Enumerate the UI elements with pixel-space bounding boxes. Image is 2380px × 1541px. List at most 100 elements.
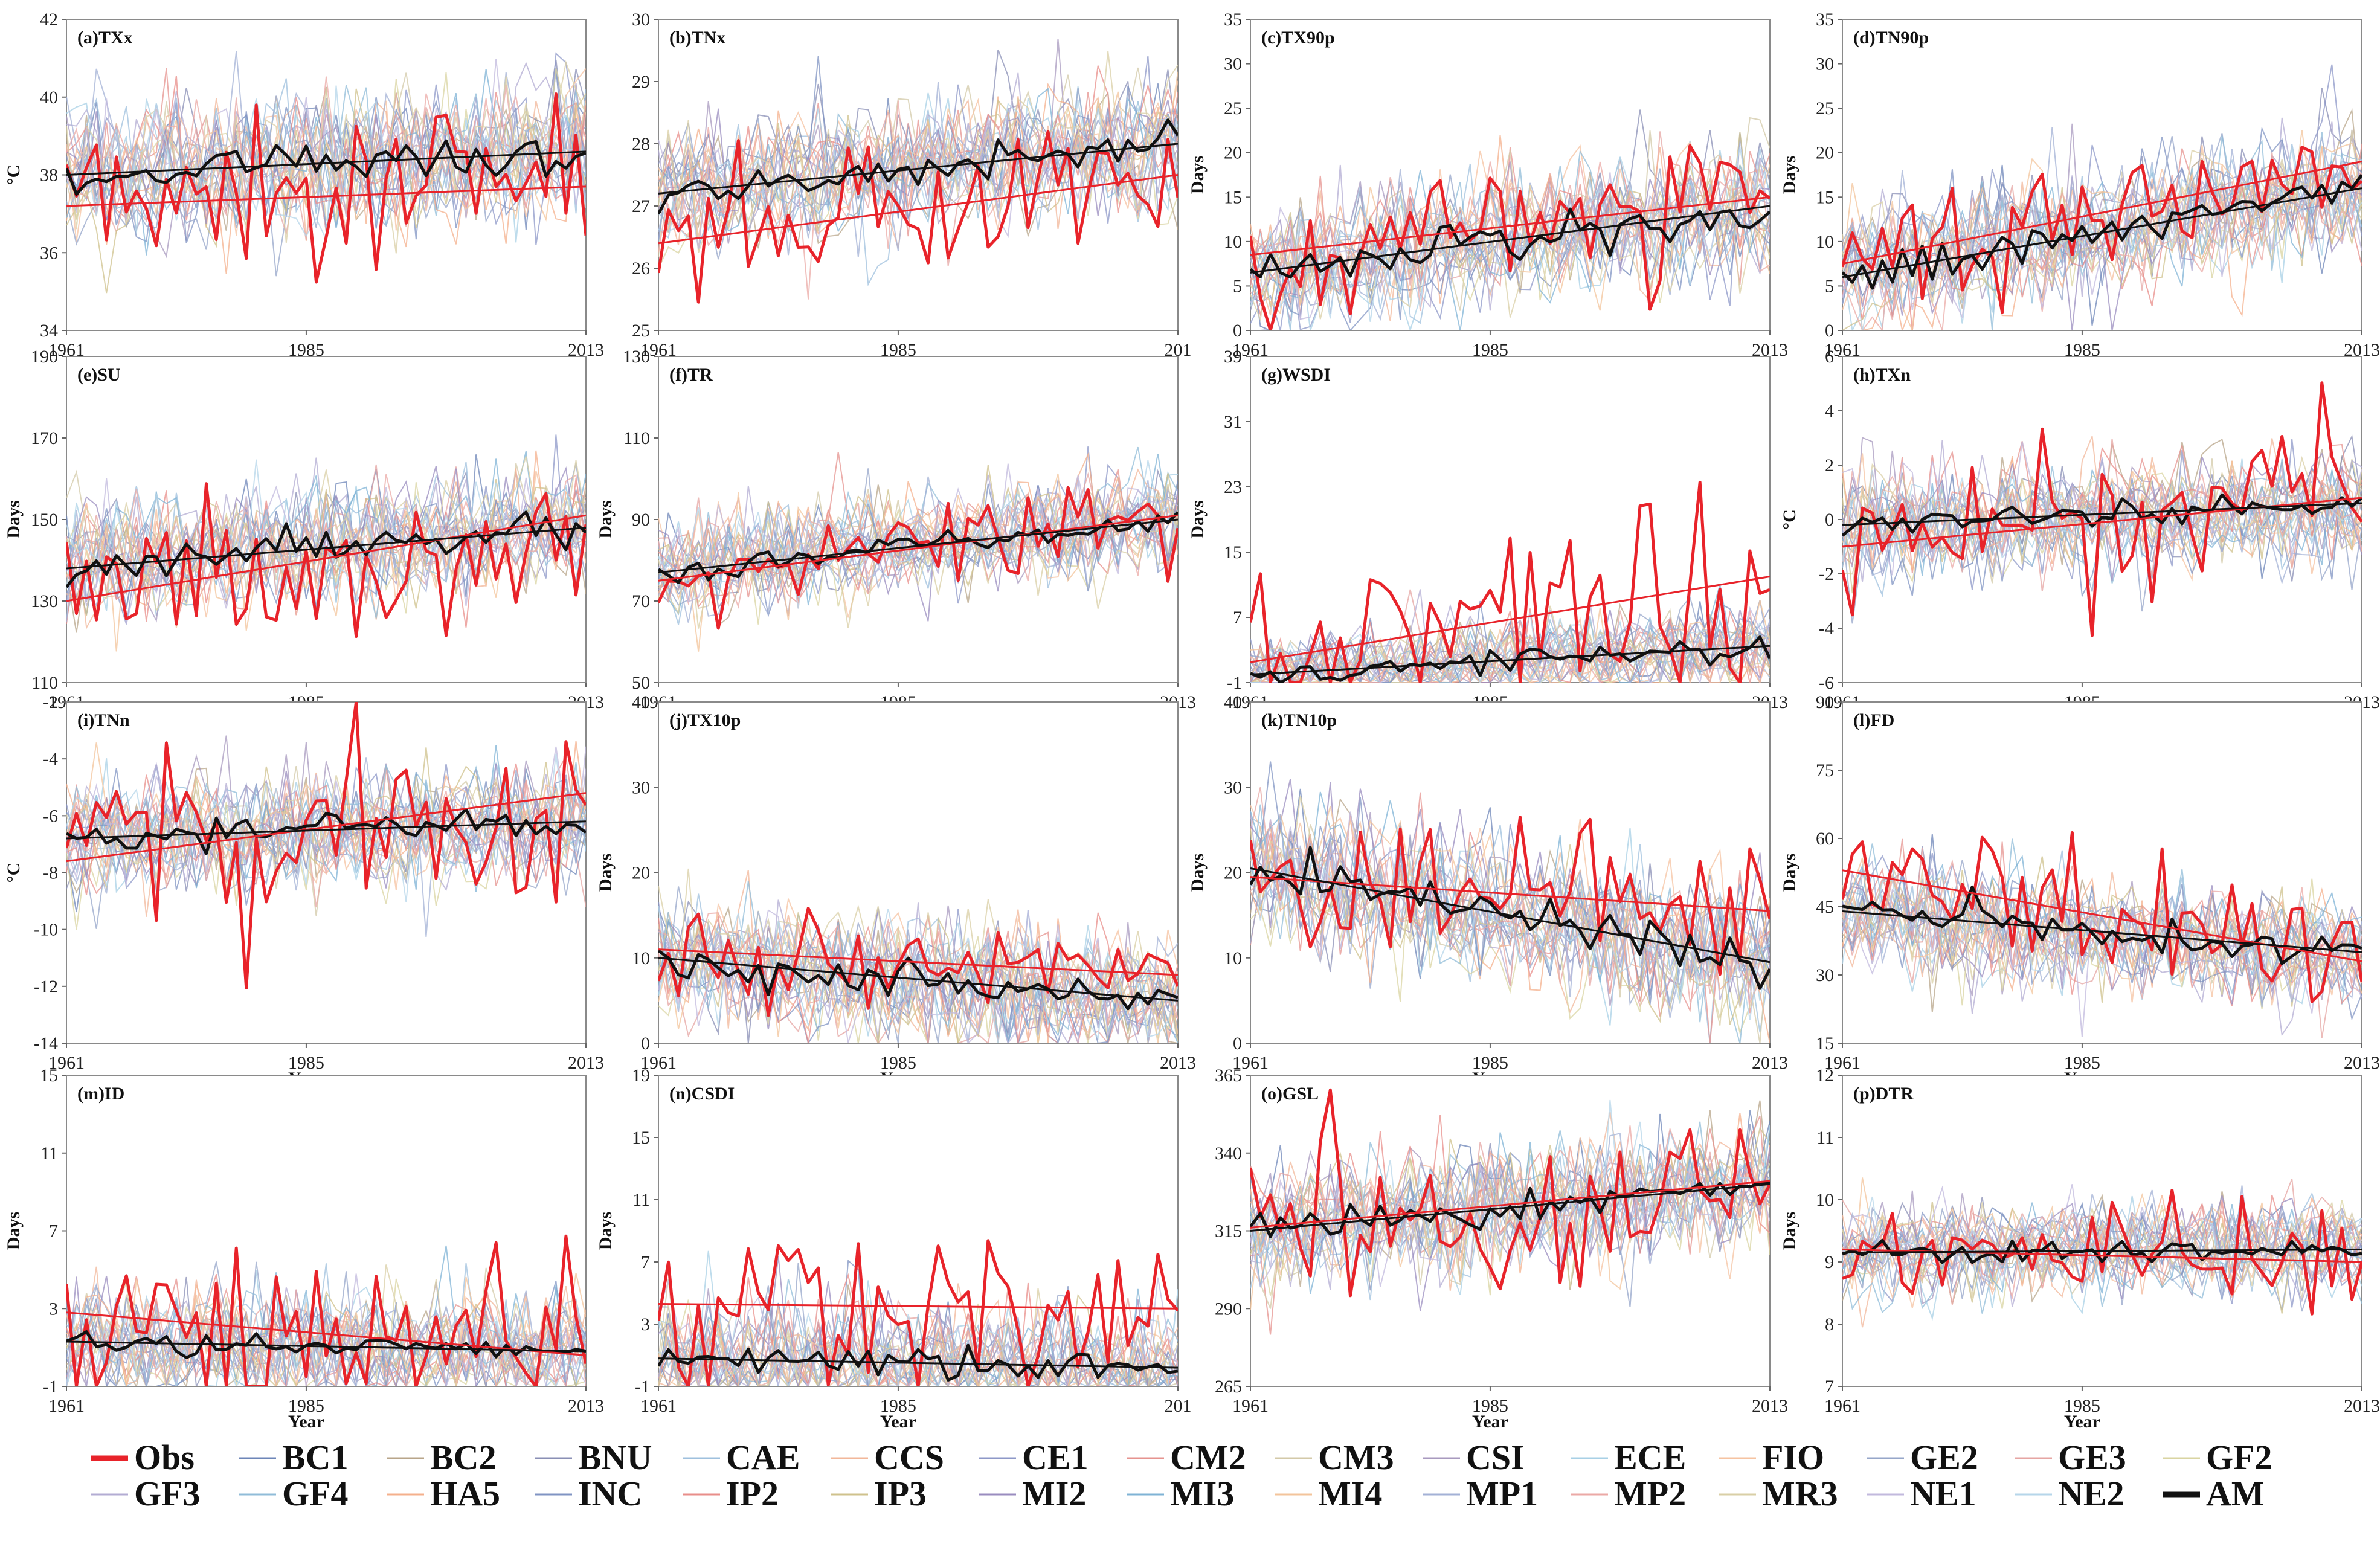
legend-label: HA5 [430,1474,500,1513]
am-trend-line [658,1357,1178,1369]
y-axis-label: Days [1188,156,1208,194]
series-model-mp2 [1842,848,2362,988]
series-model-inc [658,483,1178,618]
legend-label: Obs [134,1438,195,1477]
series-model-ne2 [1842,879,2362,984]
obs-trend-line [1250,1180,1770,1229]
y-tick-label: -8 [43,863,58,883]
series-model-mp1 [1842,484,2362,585]
am-trend-line [1842,1248,2362,1254]
series-am [1842,493,2362,537]
am-trend-line [658,143,1178,195]
y-tick-label: 26 [632,259,650,278]
series-model-ece [1250,620,1770,683]
y-tick-label: -4 [1819,619,1834,639]
y-tick-label: 265 [1215,1377,1242,1397]
legend-label: MP2 [1614,1474,1686,1513]
x-tick-label: 1985 [880,1053,916,1073]
y-tick-label: 20 [632,863,650,883]
series-obs [658,486,1178,630]
legend-label: MI2 [1022,1474,1086,1513]
x-axis-label: Year [1472,1412,1508,1432]
y-tick-label: 11 [40,1144,58,1163]
panel-title: (d)TN90p [1853,28,1929,48]
panel-title: (h)TXn [1853,365,1911,385]
legend-label: IP3 [874,1474,927,1513]
series-model-gf4 [1842,1215,2362,1314]
legend-item-fio: FIO [1719,1438,1824,1477]
y-tick-label: 35 [1816,10,1834,30]
y-tick-label: 4 [1825,401,1834,421]
series-model-ne1 [1250,1154,1770,1288]
plot-area [658,446,1178,652]
series-model-mp2 [66,790,586,885]
legend-label: CSI [1466,1438,1525,1477]
legend-label: ECE [1614,1438,1686,1477]
y-tick-label: 150 [31,510,58,530]
legend-item-cm3: CM3 [1275,1438,1394,1477]
x-tick-label: 2013 [568,1053,604,1073]
x-tick-label: 1985 [288,1396,324,1416]
series-model-ge3 [658,472,1178,594]
y-tick-label: 45 [1816,897,1834,917]
series-obs [1250,144,1770,330]
y-tick-label: 7 [49,1221,58,1241]
series-model-mi4 [1842,857,2362,995]
y-tick-label: 7 [641,1252,650,1272]
x-tick-label: 2013 [568,1396,604,1416]
am-trend-line [1250,1183,1770,1232]
x-tick-label: 1985 [1472,1053,1508,1073]
obs-trend-line [1250,876,1770,912]
y-tick-label: 110 [623,428,650,448]
plot-area [1250,480,1770,683]
panel-title: (m)ID [77,1084,124,1104]
legend-item-mi2: MI2 [979,1474,1086,1513]
y-axis-label: Days [596,500,616,538]
x-tick-label: 1961 [1824,1053,1861,1073]
y-tick-label: 23 [1224,477,1242,497]
plot-area [658,1239,1178,1386]
legend-item-bc1: BC1 [239,1438,349,1477]
y-tick-label: -4 [43,749,58,769]
x-tick-label: 1961 [48,1396,85,1416]
x-tick-label: 1961 [1232,1053,1269,1073]
am-trend-line [1842,910,2362,953]
series-obs [1250,480,1770,683]
series-model-mi4 [1250,806,1770,983]
series-model-mi2 [658,1255,1178,1386]
x-tick-label: 2013 [1752,1396,1788,1416]
y-tick-label: 38 [40,166,58,185]
series-model-ne2 [658,100,1178,241]
plot-area [658,39,1178,304]
obs-trend-line [66,1311,586,1356]
series-obs [1250,816,1770,976]
legend-label: AM [2206,1474,2265,1513]
obs-trend-line [658,514,1178,582]
series-obs [66,1234,586,1386]
series-model-ip3 [66,1290,586,1386]
panel-htxn: -6-4-20246196119852013Year°C(h)TXn [1780,347,2380,728]
panel-grid: 3436384042196119852013Year°C(a)TXx252627… [4,10,2380,1432]
y-tick-label: -1 [43,1377,58,1397]
am-trend-line [66,1340,586,1353]
series-model-ip2 [658,1273,1178,1386]
series-obs [66,702,586,990]
series-obs [658,130,1178,304]
y-axis-label: Days [1780,156,1799,194]
legend-label: BC2 [430,1438,497,1477]
panel-mid: -1 3 7 11 15 1961 1985 2013 Year Days (m)ID [4,1066,604,1432]
panel-ogsl: 265 290 315 340 365 1961 1985 2013 Year (o)GSL [1215,1066,1788,1432]
y-tick-label: 10 [1816,1190,1834,1210]
plot-frame [1842,701,2362,1044]
obs-trend-line [1250,196,1770,256]
y-tick-label: 10 [1224,948,1242,968]
series-model-ne1 [1842,441,2362,579]
legend-label: MR3 [1762,1474,1838,1513]
series-model-mi3 [658,454,1178,616]
y-tick-label: 110 [31,673,58,693]
legend-item-ip3: IP3 [831,1474,927,1513]
x-tick-label: 2013 [1752,1053,1788,1073]
y-tick-label: 30 [1224,54,1242,74]
y-tick-label: 9 [1825,1252,1834,1272]
y-axis-label: °C [4,165,24,185]
